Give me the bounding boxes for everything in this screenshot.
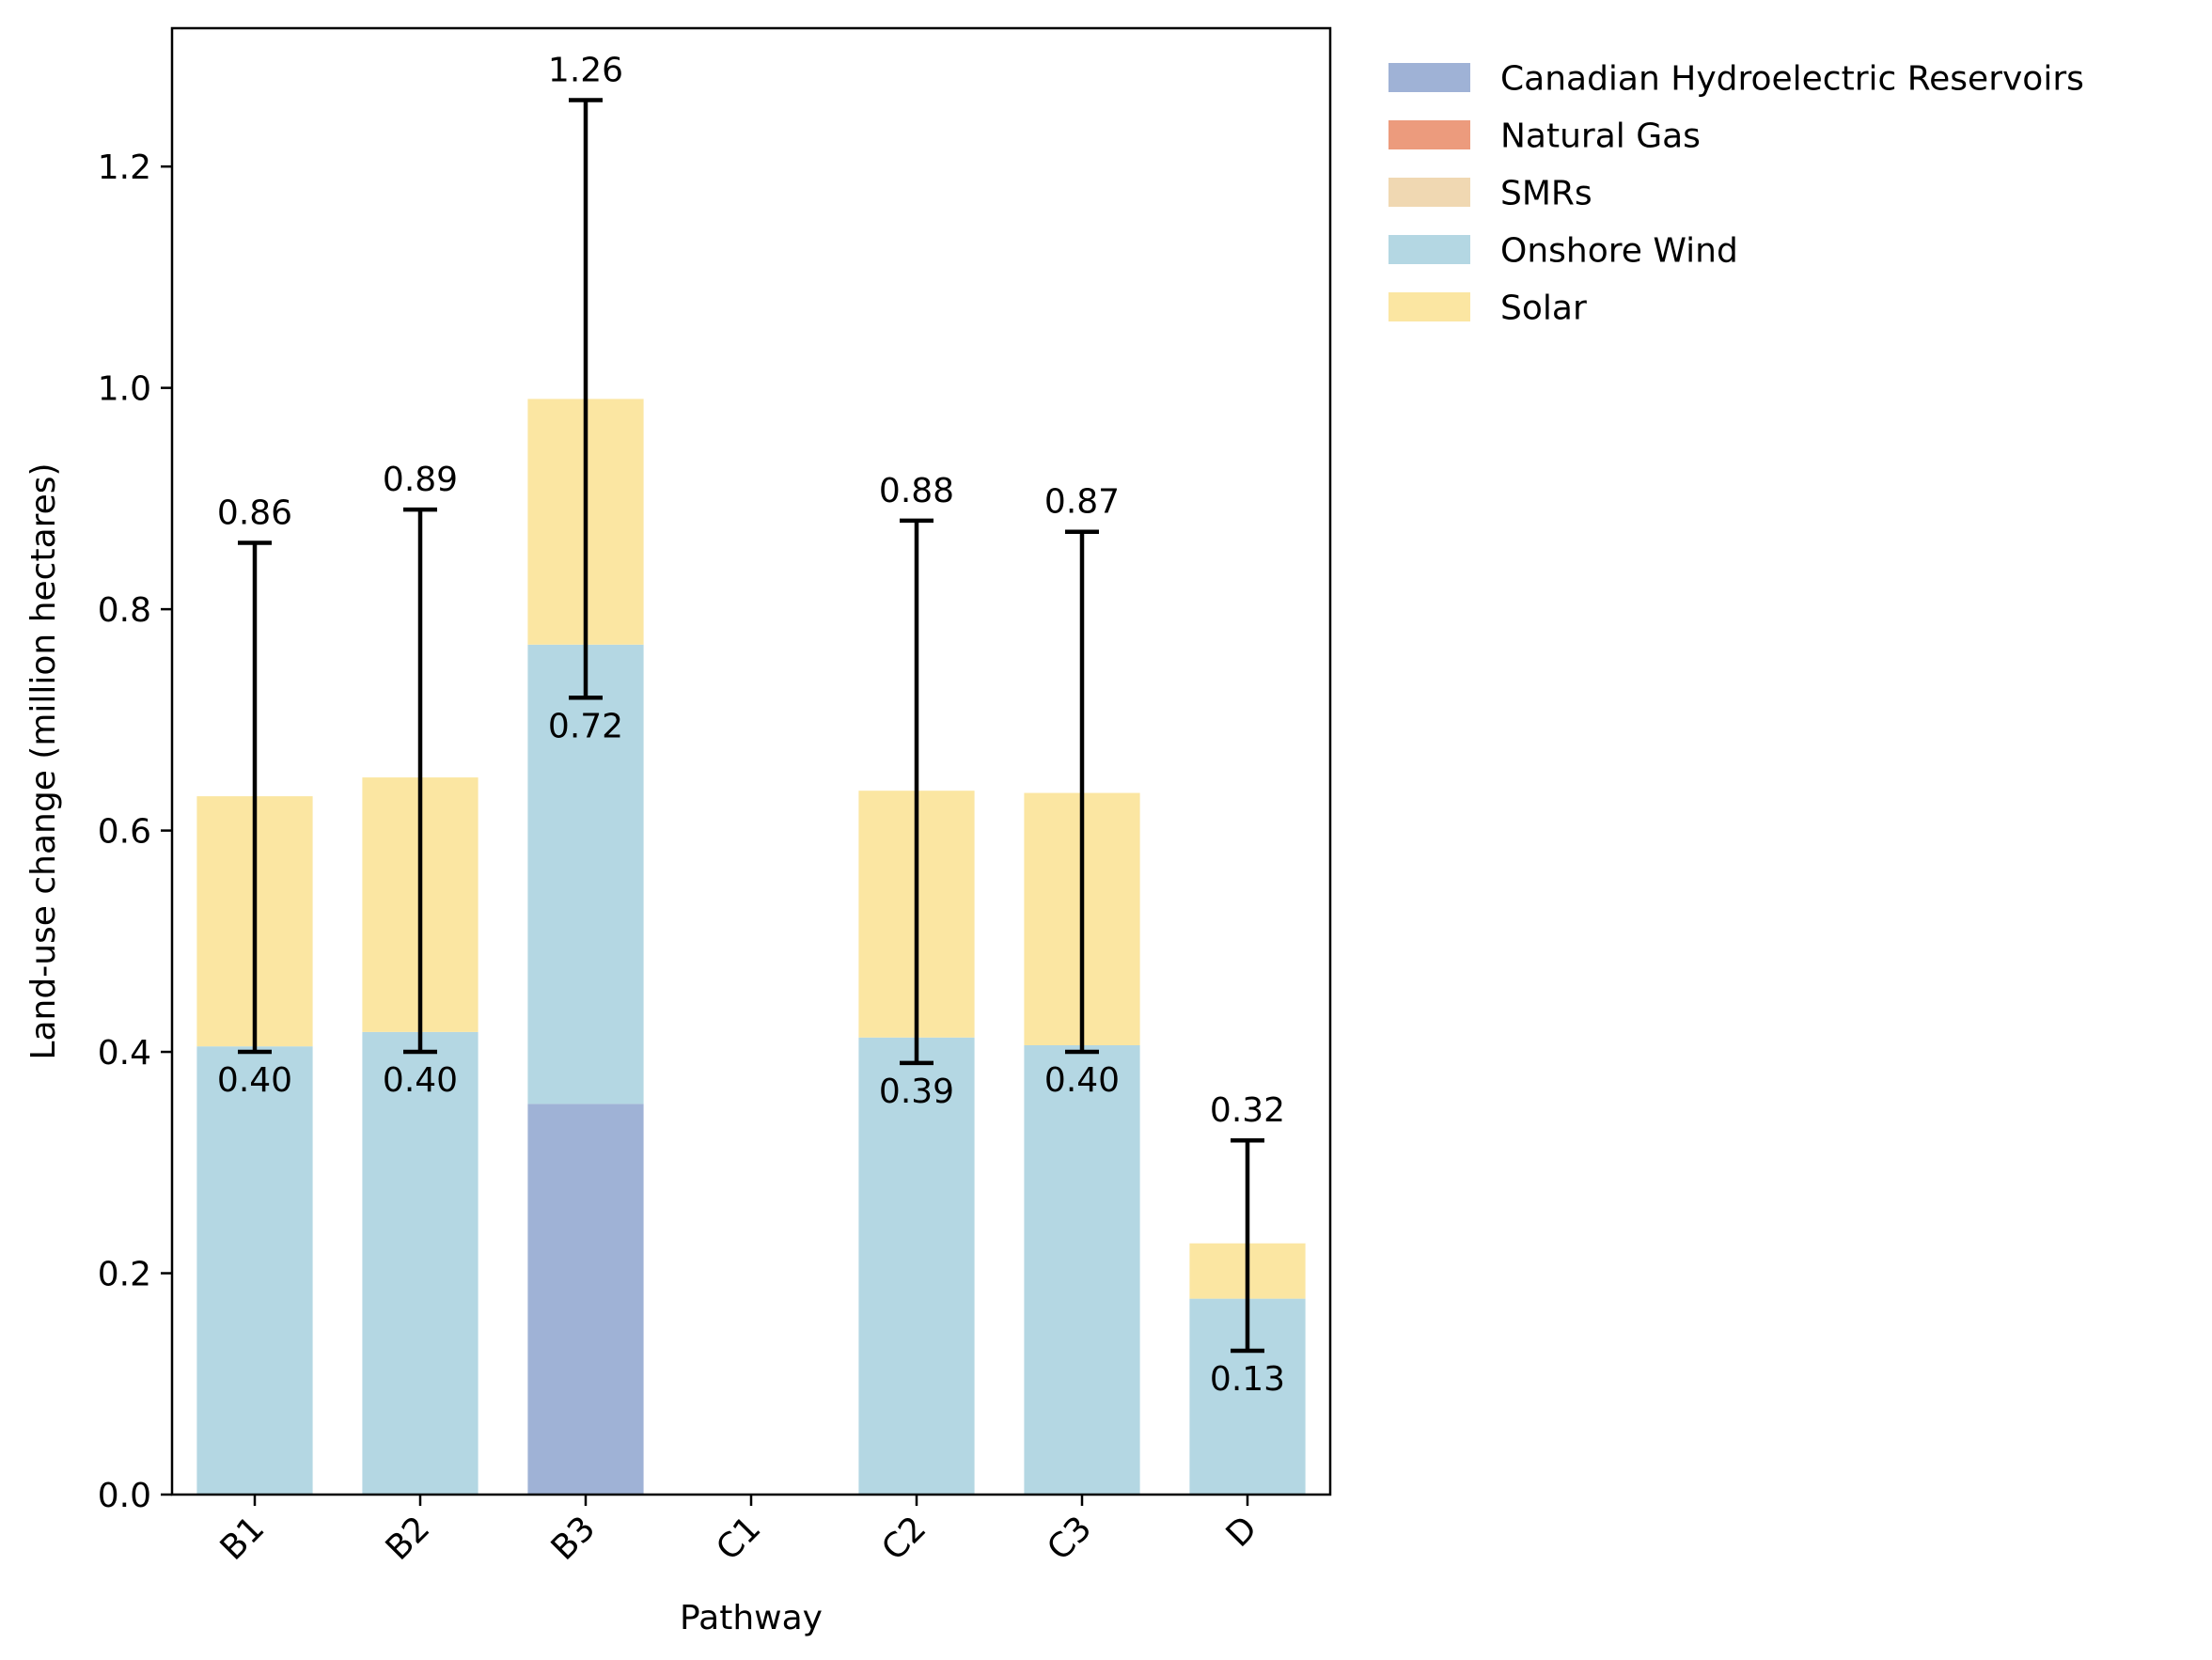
error-high-label-c2: 0.88: [879, 472, 954, 510]
error-high-label-b2: 0.89: [383, 461, 458, 499]
x-tick-label-c3: C3: [1040, 1509, 1099, 1568]
legend-swatch-onshore-wind: [1388, 235, 1470, 264]
error-high-label-d: 0.32: [1210, 1091, 1285, 1130]
y-tick-label: 1.2: [98, 149, 151, 187]
error-high-label-c3: 0.87: [1044, 483, 1120, 522]
legend: Canadian Hydroelectric Reservoirs Natural…: [1388, 60, 2084, 328]
error-low-label-c2: 0.39: [879, 1073, 954, 1111]
legend-label-canadian-hydroelectric-reservoirs: Canadian Hydroelectric Reservoirs: [1500, 60, 2084, 99]
y-tick-label: 0.0: [98, 1477, 151, 1515]
y-tick-label: 0.2: [98, 1256, 151, 1294]
legend-swatch-natural-gas: [1388, 120, 1470, 149]
bar-c2-onshore-wind: [858, 1037, 975, 1495]
x-tick-label-b2: B2: [379, 1509, 438, 1568]
error-low-label-d: 0.13: [1210, 1360, 1285, 1399]
error-low-label-c3: 0.40: [1044, 1061, 1120, 1100]
y-tick-label: 0.8: [98, 591, 151, 630]
error-low-label-b1: 0.40: [217, 1061, 292, 1100]
legend-swatch-smrs: [1388, 178, 1470, 207]
x-tick-label-b1: B1: [213, 1509, 273, 1568]
y-axis-label: Land-use change (million hectares): [24, 462, 63, 1059]
legend-swatch-canadian-hydroelectric-reservoirs: [1388, 63, 1470, 92]
error-high-label-b1: 0.86: [217, 493, 292, 532]
y-axis: 0.0 0.2 0.4 0.6 0.8 1.0 1.2: [98, 149, 172, 1515]
y-tick-label: 0.6: [98, 813, 151, 852]
bar-b3-canadian-hydroelectric-reservoirs: [527, 1104, 644, 1495]
bars-group: [196, 399, 1306, 1495]
bar-b3-onshore-wind: [527, 644, 644, 1104]
error-low-label-b2: 0.40: [383, 1061, 458, 1100]
legend-label-onshore-wind: Onshore Wind: [1500, 232, 1738, 271]
legend-swatch-solar: [1388, 292, 1470, 321]
bar-b2-onshore-wind: [362, 1031, 478, 1495]
y-tick-label: 0.4: [98, 1034, 151, 1073]
x-axis: B1 B2 B3 C1 C2 C3 D: [213, 1495, 1265, 1568]
legend-label-natural-gas: Natural Gas: [1500, 117, 1701, 156]
x-tick-label-c2: C2: [874, 1509, 933, 1568]
plot-frame: [170, 26, 1332, 1496]
legend-label-smrs: SMRs: [1500, 175, 1592, 213]
bar-b1-onshore-wind: [196, 1046, 313, 1495]
error-low-label-b3: 0.72: [548, 707, 623, 745]
y-tick-label: 1.0: [98, 370, 151, 409]
legend-label-solar: Solar: [1500, 290, 1587, 328]
x-tick-label-b3: B3: [544, 1509, 604, 1568]
x-axis-label: Pathway: [680, 1599, 823, 1637]
error-bars-group: 0.86 0.40 0.89 0.40 1.26 0.72 0.88 0.39 0.87 0.40…: [217, 52, 1285, 1399]
bar-c3-onshore-wind: [1024, 1044, 1140, 1495]
x-tick-label-d: D: [1219, 1509, 1265, 1555]
error-high-label-b3: 1.26: [548, 52, 623, 90]
x-tick-label-c1: C1: [709, 1509, 768, 1568]
